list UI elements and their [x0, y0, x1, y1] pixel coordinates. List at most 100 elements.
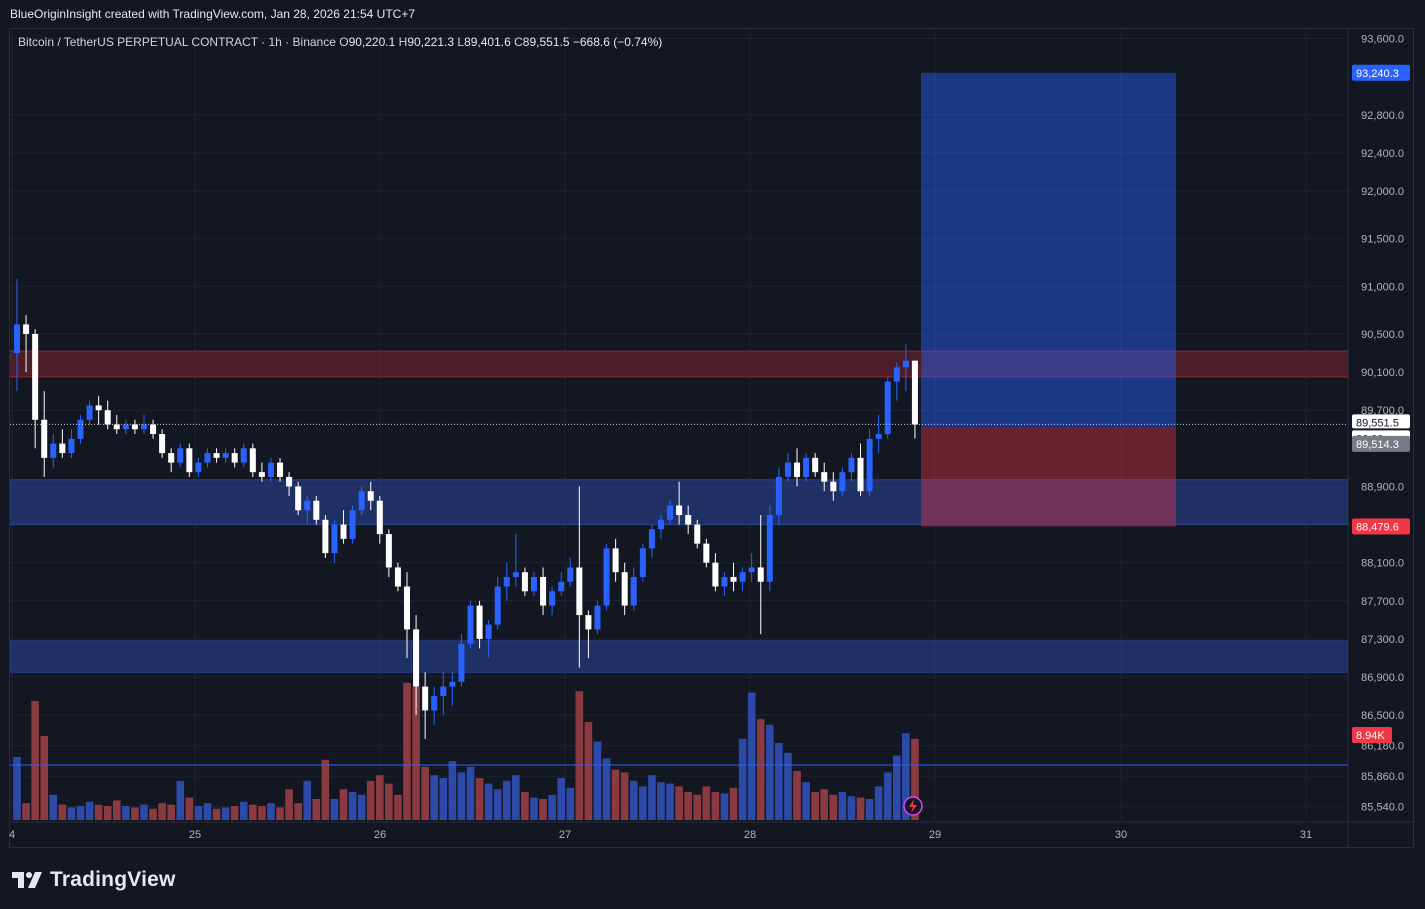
candle-body	[204, 453, 211, 463]
candle-body	[267, 462, 274, 477]
price-tick-label: 86,180.0	[1361, 741, 1404, 753]
volume-bar	[675, 786, 683, 820]
volume-bar	[276, 807, 284, 820]
volume-bar	[639, 786, 647, 820]
candle-body	[485, 624, 492, 639]
price-tick-label: 90,100.0	[1361, 367, 1404, 379]
candle-body	[122, 424, 129, 430]
last-price-label-bg	[1352, 414, 1410, 429]
volume-bar	[303, 780, 312, 820]
candle-body	[440, 686, 447, 697]
price-labels: 93,240.389,551.506:0089,514.388,479.68.9…	[1352, 64, 1410, 743]
volume-bar	[865, 799, 874, 820]
volume-bar	[666, 783, 674, 820]
candle-body	[431, 696, 438, 711]
candle-body	[186, 448, 193, 473]
volume-bar	[856, 797, 865, 820]
candle-body	[712, 562, 719, 587]
candle-body	[730, 576, 737, 582]
candle-body	[195, 462, 202, 473]
candle-body	[258, 472, 265, 477]
price-tick-label: 85,540.0	[1361, 802, 1404, 814]
candle-body	[866, 438, 873, 492]
close-label: C	[514, 35, 523, 49]
lightning-icon[interactable]	[903, 796, 923, 816]
candle-body	[657, 519, 664, 530]
open-label: O	[339, 35, 349, 49]
high-label: H	[398, 35, 408, 49]
candle-body	[757, 567, 764, 582]
candle-body	[32, 333, 39, 420]
candle-body	[703, 543, 710, 563]
volume-bar	[421, 766, 429, 820]
candle-body	[467, 605, 474, 644]
volume-bar	[167, 804, 175, 820]
candle-body	[331, 524, 338, 554]
candle-body	[794, 462, 801, 477]
volume-bar	[557, 778, 565, 820]
volume-bar	[321, 759, 330, 820]
candle-body	[376, 500, 383, 535]
time-tick-label: 25	[189, 829, 201, 841]
volume-bar	[820, 789, 829, 820]
volume-bar	[13, 757, 21, 820]
candle-body	[739, 572, 746, 582]
volume-bar	[729, 787, 738, 820]
volume-bar	[738, 738, 747, 820]
candle-body	[775, 476, 782, 516]
price-axis[interactable]: 93,600.0 92,800.0 92,400.0 92,000.0 91,500.0…	[1361, 34, 1404, 814]
candle-body	[304, 500, 311, 511]
volume-bar	[366, 780, 375, 820]
volume-bar	[512, 775, 520, 820]
volume-bar	[539, 799, 547, 820]
candle-body	[621, 572, 628, 606]
volume-bar	[176, 780, 185, 820]
volume-bar	[802, 782, 810, 820]
time-axis[interactable]: 4 25 26 27 28 29 30 31	[9, 829, 1312, 841]
candle-body	[612, 548, 619, 573]
volume-bar	[94, 804, 103, 820]
symbol-name[interactable]: Bitcoin / TetherUS PERPETUAL CONTRACT · …	[18, 35, 336, 49]
candle-body	[694, 524, 701, 544]
candle-body	[14, 324, 20, 354]
volume-bar	[412, 687, 420, 820]
candle-body	[77, 419, 84, 439]
change-value: −668.6 (−0.74%)	[572, 35, 663, 49]
candle-body	[404, 586, 411, 630]
candle-body	[748, 567, 755, 573]
tradingview-logo-icon	[12, 872, 42, 888]
price-tick-label: 88,900.0	[1361, 481, 1404, 493]
high-value: 90,221.3	[407, 35, 455, 49]
chart-frame[interactable]	[9, 28, 1414, 848]
grid-lines	[10, 29, 1413, 847]
footer: TradingView	[0, 848, 1425, 909]
candle-body	[50, 443, 57, 458]
volume-bar	[902, 733, 910, 820]
entry-price-label-bg	[1352, 435, 1410, 452]
candle-body	[857, 457, 864, 492]
volume-bar	[829, 794, 838, 820]
time-tick-label: 27	[559, 829, 571, 841]
candle-body	[322, 519, 329, 554]
long-position-tool[interactable]	[921, 72, 1176, 527]
target-price-label: 93,240.3	[1356, 68, 1399, 80]
tradingview-logo[interactable]: TradingView	[12, 868, 176, 892]
candle-body	[95, 405, 102, 411]
candle-body	[313, 500, 320, 520]
candle-body	[104, 410, 111, 425]
target-zone	[921, 72, 1176, 428]
candle-body	[848, 457, 855, 473]
candle-body	[603, 548, 610, 606]
price-tick-label: 92,000.0	[1361, 186, 1404, 198]
volume-bar	[475, 778, 484, 820]
volume-bar	[249, 804, 257, 820]
resistance-zone	[10, 351, 1348, 377]
volume-bar	[403, 682, 411, 820]
volume-bar	[385, 783, 393, 820]
time-tick-label: 4	[9, 829, 15, 841]
volume-bar	[194, 806, 203, 820]
volume-bar	[793, 771, 801, 820]
volume-bar	[874, 786, 883, 820]
volume-bar	[457, 772, 466, 820]
